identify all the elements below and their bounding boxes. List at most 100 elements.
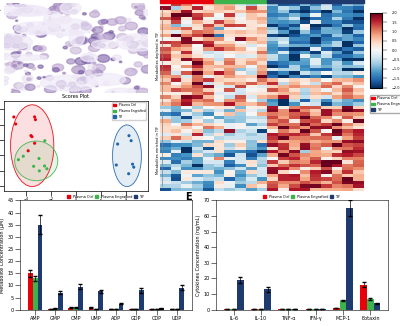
Circle shape	[124, 36, 134, 42]
Circle shape	[7, 12, 18, 19]
Bar	[367, 299, 374, 310]
Bar	[257, 0, 267, 3]
Bar	[353, 0, 364, 3]
Circle shape	[90, 54, 94, 57]
Circle shape	[13, 60, 16, 62]
Ellipse shape	[81, 53, 98, 62]
Circle shape	[48, 19, 53, 22]
Circle shape	[60, 86, 64, 89]
Bar	[292, 309, 298, 310]
Circle shape	[69, 86, 81, 94]
Circle shape	[13, 37, 21, 41]
Bar	[129, 309, 134, 310]
Circle shape	[65, 12, 70, 15]
Circle shape	[15, 30, 21, 34]
Circle shape	[42, 23, 46, 25]
Circle shape	[82, 13, 86, 15]
Bar	[179, 288, 184, 310]
Ellipse shape	[86, 73, 126, 86]
Circle shape	[76, 31, 78, 32]
Circle shape	[92, 61, 95, 63]
Circle shape	[126, 18, 131, 21]
Point	[25, 148, 31, 154]
Bar	[58, 293, 63, 310]
Ellipse shape	[105, 88, 134, 97]
Circle shape	[141, 65, 154, 73]
Bar	[98, 291, 103, 310]
Circle shape	[8, 39, 21, 47]
Bar	[346, 208, 353, 310]
Circle shape	[139, 15, 145, 19]
Circle shape	[14, 83, 23, 89]
Circle shape	[93, 63, 95, 64]
Circle shape	[96, 34, 109, 42]
Bar	[224, 309, 230, 310]
Circle shape	[93, 70, 103, 76]
Ellipse shape	[91, 40, 116, 49]
Bar	[88, 307, 94, 310]
Circle shape	[34, 10, 40, 14]
Circle shape	[4, 67, 14, 74]
Bar	[170, 309, 174, 310]
Circle shape	[59, 2, 72, 10]
Circle shape	[60, 12, 63, 14]
Circle shape	[33, 46, 41, 51]
Circle shape	[85, 70, 96, 77]
Circle shape	[17, 43, 28, 50]
Circle shape	[111, 58, 115, 61]
Point	[126, 133, 132, 138]
Legend: Plasma Ctrl, Plasma Engrafted, TIF: Plasma Ctrl, Plasma Engrafted, TIF	[112, 102, 146, 120]
Point	[20, 154, 26, 159]
Point	[44, 166, 50, 171]
Circle shape	[38, 65, 43, 68]
Circle shape	[107, 19, 118, 25]
Circle shape	[142, 40, 153, 47]
Bar	[319, 309, 326, 310]
Circle shape	[24, 64, 28, 67]
Circle shape	[12, 44, 19, 48]
Ellipse shape	[38, 19, 92, 36]
Point	[31, 114, 38, 120]
Bar	[306, 309, 312, 310]
Point	[15, 157, 22, 162]
Ellipse shape	[15, 141, 58, 181]
Circle shape	[94, 40, 100, 44]
Point	[41, 163, 48, 169]
Circle shape	[43, 77, 45, 78]
Circle shape	[22, 6, 32, 13]
Bar	[28, 273, 33, 310]
Ellipse shape	[0, 5, 48, 16]
Circle shape	[97, 55, 110, 62]
Ellipse shape	[44, 11, 63, 27]
Circle shape	[123, 41, 131, 46]
Circle shape	[60, 16, 71, 23]
Circle shape	[118, 26, 126, 31]
Point	[28, 133, 34, 138]
Bar	[374, 304, 380, 310]
Circle shape	[132, 2, 144, 9]
Circle shape	[67, 59, 75, 64]
Circle shape	[135, 10, 144, 15]
Circle shape	[78, 70, 84, 74]
Circle shape	[56, 28, 60, 31]
Circle shape	[81, 23, 92, 30]
Circle shape	[143, 71, 146, 73]
Circle shape	[81, 22, 88, 26]
Circle shape	[125, 68, 137, 76]
Point	[29, 134, 35, 139]
Circle shape	[12, 90, 20, 96]
Circle shape	[56, 81, 66, 87]
Circle shape	[88, 37, 100, 44]
Circle shape	[52, 64, 64, 71]
Bar	[214, 0, 224, 3]
Bar	[182, 0, 192, 3]
Bar	[94, 309, 98, 310]
Circle shape	[72, 66, 85, 74]
Bar	[246, 0, 257, 3]
Circle shape	[53, 5, 63, 11]
Circle shape	[15, 10, 22, 14]
Point	[113, 162, 120, 168]
Circle shape	[13, 65, 17, 67]
Circle shape	[3, 53, 9, 57]
Circle shape	[51, 9, 52, 10]
